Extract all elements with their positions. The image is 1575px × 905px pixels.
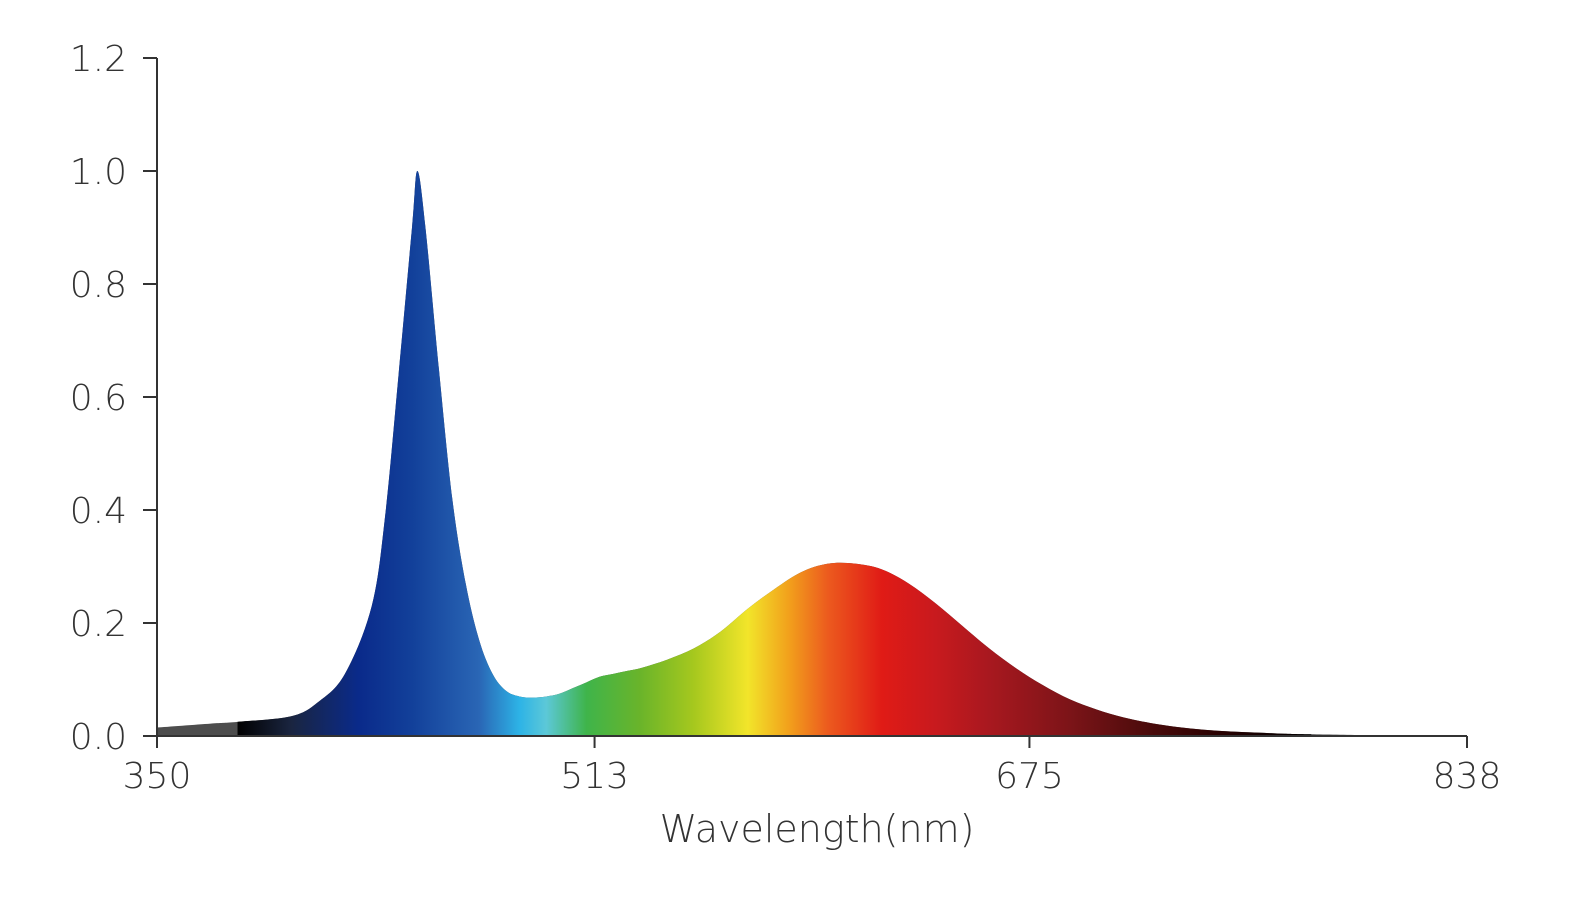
y-tick-label: 0.0 — [70, 717, 127, 758]
spectrum-area — [237, 171, 1312, 736]
x-tick-label: 838 — [1433, 756, 1502, 797]
y-tick-label: 1.0 — [70, 152, 127, 193]
x-axis-title: Wavelength(nm) — [660, 807, 975, 851]
x-tick-label: 350 — [123, 756, 192, 797]
x-tick-label: 675 — [995, 756, 1064, 797]
y-tick-label: 0.4 — [70, 491, 127, 532]
y-tick-label: 0.8 — [70, 265, 127, 306]
y-tick-label: 0.6 — [70, 378, 127, 419]
x-tick-label: 513 — [560, 756, 629, 797]
y-tick-label: 1.2 — [70, 39, 127, 80]
y-tick-label: 0.2 — [70, 604, 127, 645]
